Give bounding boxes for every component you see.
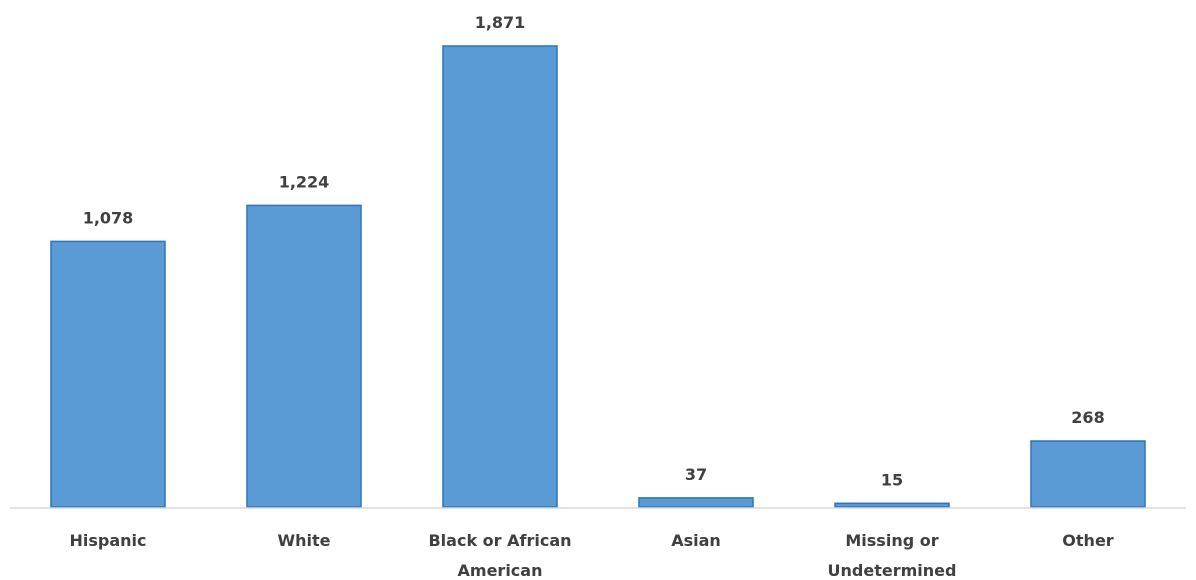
category-label-line: Other	[1062, 531, 1113, 550]
data-label-0: 1,078	[83, 208, 134, 227]
category-label-line: Hispanic	[69, 531, 146, 550]
bar-0	[50, 240, 166, 508]
bar-5	[1030, 440, 1146, 508]
category-label-line: Missing or	[845, 531, 938, 550]
data-labels-group: 1,078 1,224 1,871 37 15 268	[83, 13, 1105, 489]
category-label-5: Other	[1062, 531, 1113, 550]
category-label-line: American	[458, 561, 543, 580]
category-label-line: Asian	[671, 531, 721, 550]
data-label-1: 1,224	[279, 172, 330, 191]
bar-3	[638, 497, 754, 508]
data-label-4: 15	[881, 470, 903, 489]
data-label-2: 1,871	[475, 13, 526, 32]
category-label-line: Black or African	[428, 531, 571, 550]
category-label-line: Undetermined	[828, 561, 957, 580]
category-label-0: Hispanic	[69, 531, 146, 550]
category-label-line: White	[277, 531, 330, 550]
bar-2	[442, 45, 558, 508]
category-label-3: Asian	[671, 531, 721, 550]
bars-group	[50, 45, 1146, 508]
category-label-1: White	[277, 531, 330, 550]
data-label-5: 268	[1071, 408, 1104, 427]
bar-1	[246, 204, 362, 508]
category-label-4: Missing or Undetermined	[828, 531, 957, 580]
category-labels-group: Hispanic White Black or African American Asi…	[69, 531, 1113, 580]
category-label-2: Black or African American	[428, 531, 571, 580]
data-label-3: 37	[685, 465, 707, 484]
bar-4	[834, 502, 950, 508]
